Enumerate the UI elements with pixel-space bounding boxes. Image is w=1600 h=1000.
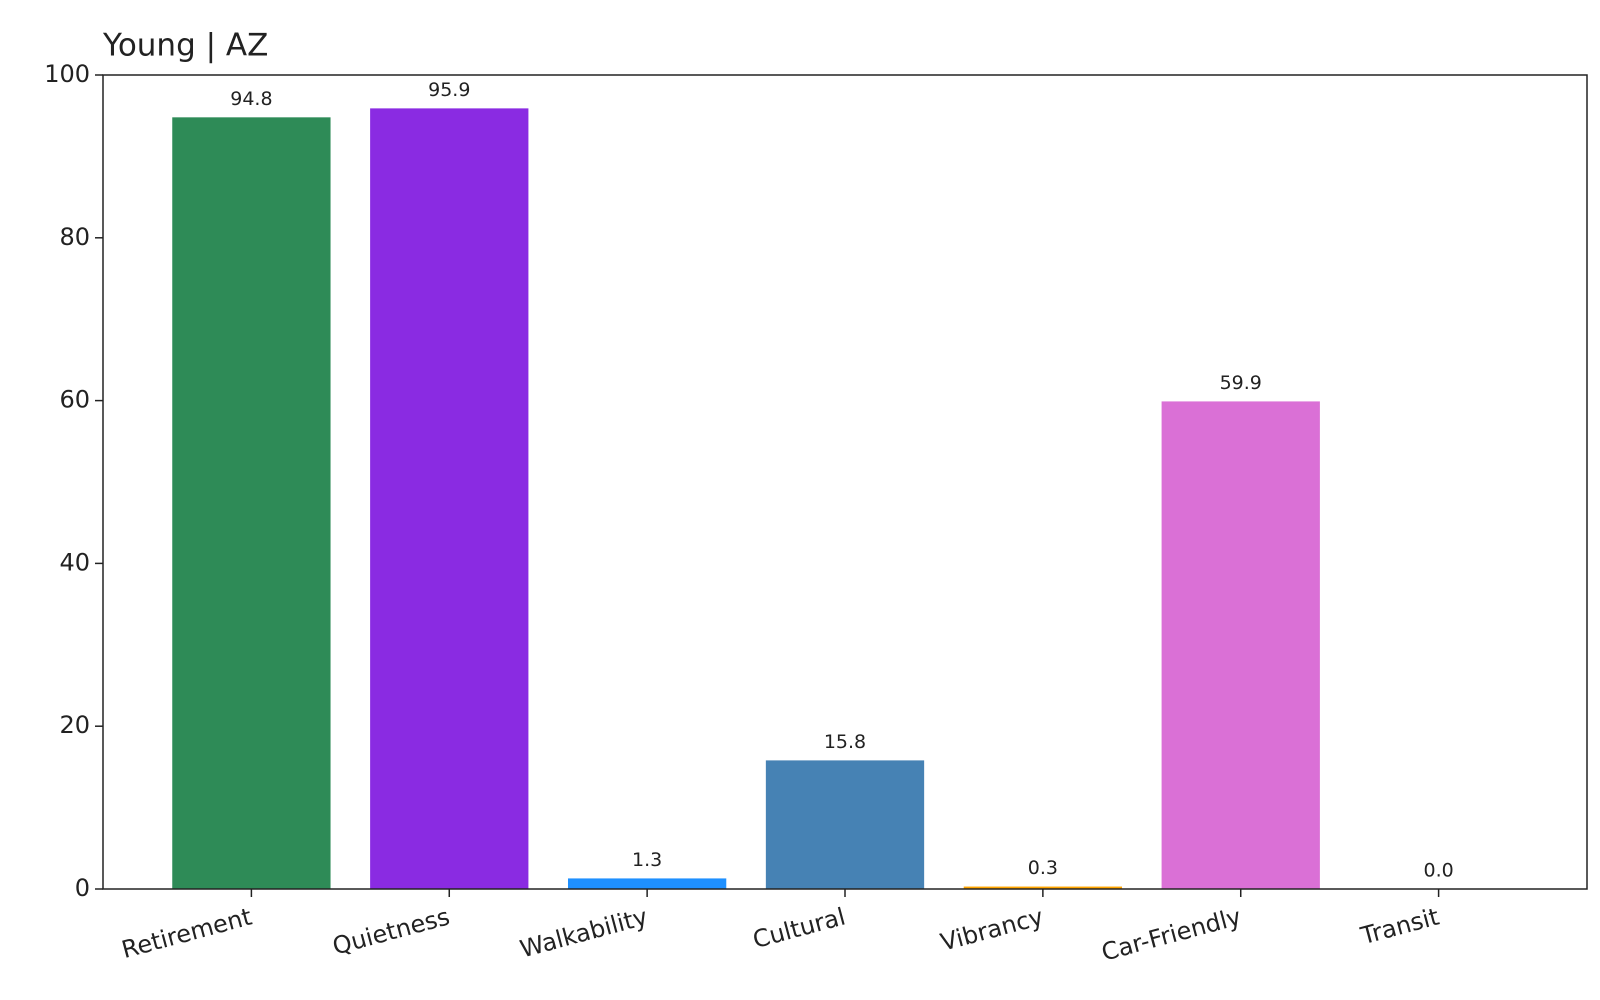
- y-tick-label: 40: [59, 548, 90, 576]
- value-label: 1.3: [632, 849, 662, 871]
- y-tick-label: 0: [75, 874, 90, 902]
- x-tick-label: Car-Friendly: [1099, 903, 1245, 967]
- value-label: 15.8: [824, 731, 866, 753]
- y-tick-label: 80: [59, 223, 90, 251]
- bar: [963, 886, 1123, 889]
- value-label: 94.8: [230, 88, 272, 110]
- chart-title: Young | AZ: [102, 28, 268, 64]
- y-tick-label: 100: [44, 60, 90, 88]
- value-label: 95.9: [428, 79, 470, 101]
- x-tick-label: Vibrancy: [938, 903, 1047, 957]
- x-tick-label: Walkability: [517, 903, 650, 964]
- y-tick-label: 60: [59, 386, 90, 414]
- x-tick-label: Quietness: [330, 903, 453, 961]
- bar: [1161, 401, 1320, 889]
- y-tick-label: 20: [59, 711, 90, 739]
- x-tick-label: Retirement: [119, 903, 255, 965]
- value-label: 59.9: [1220, 372, 1262, 394]
- x-tick-label: Cultural: [750, 903, 849, 955]
- bar: [765, 760, 925, 889]
- bar: [370, 108, 529, 889]
- value-label: 0.3: [1028, 857, 1058, 879]
- value-label: 0.0: [1423, 860, 1453, 882]
- plot-frame: [102, 74, 1588, 890]
- x-tick-label: Transit: [1357, 903, 1442, 951]
- bar: [567, 878, 727, 889]
- bar: [172, 117, 331, 889]
